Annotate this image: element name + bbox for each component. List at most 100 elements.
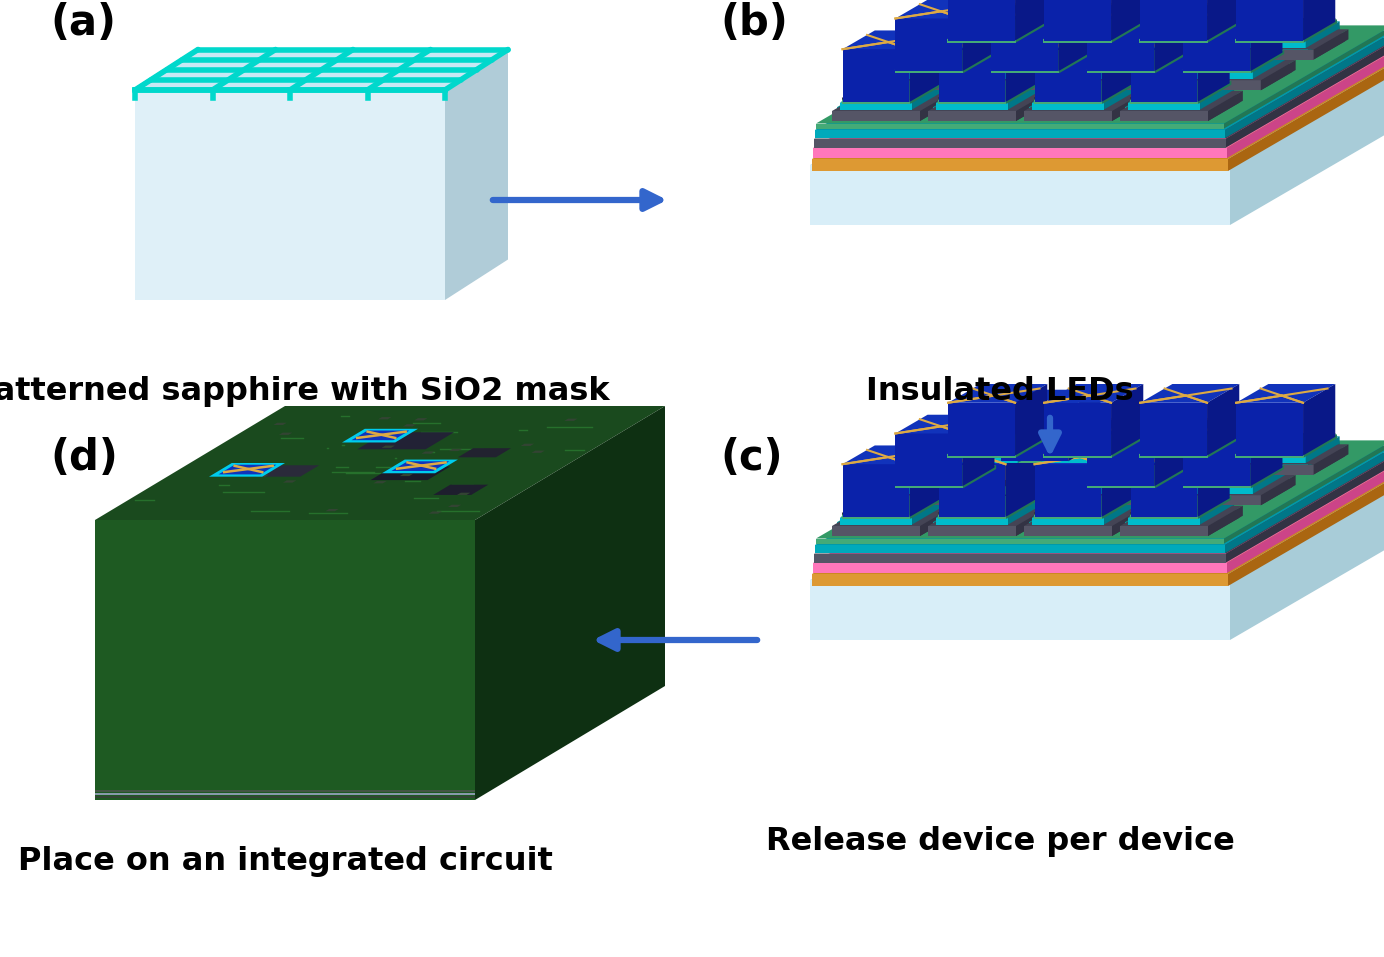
Polygon shape — [1020, 27, 1052, 52]
Polygon shape — [1034, 98, 1102, 103]
Polygon shape — [325, 509, 339, 511]
Polygon shape — [392, 461, 450, 471]
Polygon shape — [920, 95, 951, 121]
Polygon shape — [1181, 469, 1284, 487]
Polygon shape — [988, 72, 1062, 78]
Polygon shape — [929, 510, 1048, 528]
Polygon shape — [884, 478, 1005, 498]
Polygon shape — [1304, 434, 1337, 457]
Polygon shape — [1085, 469, 1189, 487]
Polygon shape — [1030, 89, 1138, 107]
Polygon shape — [894, 464, 995, 482]
Polygon shape — [1236, 434, 1336, 452]
Polygon shape — [843, 31, 941, 49]
Polygon shape — [1160, 473, 1192, 498]
Polygon shape — [1183, 414, 1283, 434]
Polygon shape — [1104, 500, 1135, 522]
Polygon shape — [894, 67, 963, 73]
Polygon shape — [1218, 30, 1253, 59]
Polygon shape — [920, 505, 955, 536]
Polygon shape — [884, 82, 973, 90]
Polygon shape — [1199, 495, 1230, 518]
Polygon shape — [1034, 30, 1157, 50]
Polygon shape — [1181, 72, 1253, 78]
Polygon shape — [1044, 18, 1143, 36]
Polygon shape — [812, 563, 1228, 573]
Polygon shape — [832, 91, 955, 111]
Polygon shape — [1077, 478, 1196, 498]
Polygon shape — [1062, 54, 1092, 77]
Polygon shape — [938, 513, 1006, 518]
Polygon shape — [938, 80, 1039, 100]
Polygon shape — [1156, 465, 1189, 488]
Polygon shape — [815, 446, 1384, 545]
Polygon shape — [1139, 19, 1241, 38]
Polygon shape — [947, 19, 1049, 38]
Polygon shape — [1017, 438, 1049, 460]
Polygon shape — [1253, 54, 1284, 77]
Polygon shape — [1114, 436, 1147, 463]
Polygon shape — [1035, 49, 1102, 102]
Polygon shape — [814, 453, 1384, 553]
Polygon shape — [938, 31, 1038, 49]
Polygon shape — [814, 37, 1384, 139]
Polygon shape — [1236, 454, 1304, 457]
Polygon shape — [947, 454, 1016, 457]
Polygon shape — [1160, 58, 1192, 82]
Polygon shape — [933, 107, 1010, 113]
Polygon shape — [810, 476, 1384, 580]
Polygon shape — [1085, 73, 1157, 77]
Polygon shape — [1226, 448, 1345, 467]
Polygon shape — [1208, 434, 1240, 456]
Polygon shape — [965, 467, 999, 494]
Polygon shape — [1165, 64, 1196, 90]
Polygon shape — [1085, 52, 1190, 72]
Polygon shape — [1228, 471, 1384, 586]
Polygon shape — [981, 60, 1103, 80]
Polygon shape — [1226, 467, 1313, 475]
Polygon shape — [933, 503, 1042, 522]
Polygon shape — [1226, 453, 1384, 563]
Polygon shape — [1226, 33, 1345, 52]
Polygon shape — [1034, 444, 1157, 464]
Polygon shape — [1102, 496, 1135, 519]
Polygon shape — [1225, 31, 1384, 138]
Polygon shape — [893, 467, 999, 487]
Polygon shape — [893, 54, 996, 73]
Polygon shape — [1156, 49, 1186, 73]
Polygon shape — [1026, 444, 1060, 475]
Polygon shape — [1082, 58, 1192, 77]
Polygon shape — [1104, 498, 1138, 524]
Polygon shape — [1120, 510, 1240, 528]
Polygon shape — [1001, 459, 1068, 463]
Polygon shape — [1121, 444, 1157, 475]
Polygon shape — [1034, 495, 1133, 513]
Polygon shape — [890, 491, 967, 498]
Polygon shape — [1062, 52, 1095, 78]
Polygon shape — [1212, 27, 1244, 52]
Polygon shape — [1182, 484, 1251, 488]
Polygon shape — [1044, 454, 1111, 457]
Polygon shape — [1128, 103, 1200, 107]
Polygon shape — [938, 515, 1006, 519]
Polygon shape — [1128, 518, 1200, 524]
Polygon shape — [815, 130, 1225, 138]
Polygon shape — [985, 77, 1063, 82]
Polygon shape — [1253, 467, 1287, 494]
Polygon shape — [1077, 60, 1200, 80]
Polygon shape — [929, 526, 1016, 536]
Polygon shape — [837, 522, 915, 528]
Polygon shape — [1016, 434, 1048, 456]
Polygon shape — [837, 503, 947, 522]
Polygon shape — [1024, 510, 1143, 528]
Polygon shape — [1172, 496, 1261, 505]
Polygon shape — [815, 545, 1225, 553]
Polygon shape — [893, 73, 965, 77]
Polygon shape — [1086, 465, 1189, 484]
Polygon shape — [912, 84, 944, 107]
Polygon shape — [1140, 403, 1207, 456]
Polygon shape — [1034, 80, 1135, 100]
Polygon shape — [1129, 52, 1218, 59]
Polygon shape — [1111, 18, 1143, 41]
Polygon shape — [1313, 444, 1348, 475]
